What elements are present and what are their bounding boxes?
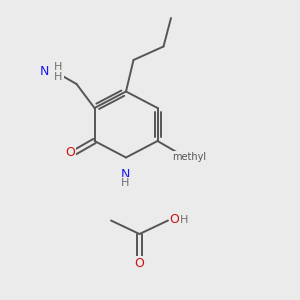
- Text: H: H: [121, 178, 130, 188]
- Text: methyl: methyl: [172, 152, 206, 162]
- Text: N: N: [121, 168, 130, 181]
- Text: H: H: [54, 71, 63, 82]
- Text: O: O: [65, 146, 75, 160]
- Text: H: H: [54, 62, 63, 72]
- Text: N: N: [40, 65, 49, 78]
- Text: O: O: [135, 257, 144, 270]
- Text: H: H: [180, 215, 189, 225]
- Text: O: O: [169, 213, 179, 226]
